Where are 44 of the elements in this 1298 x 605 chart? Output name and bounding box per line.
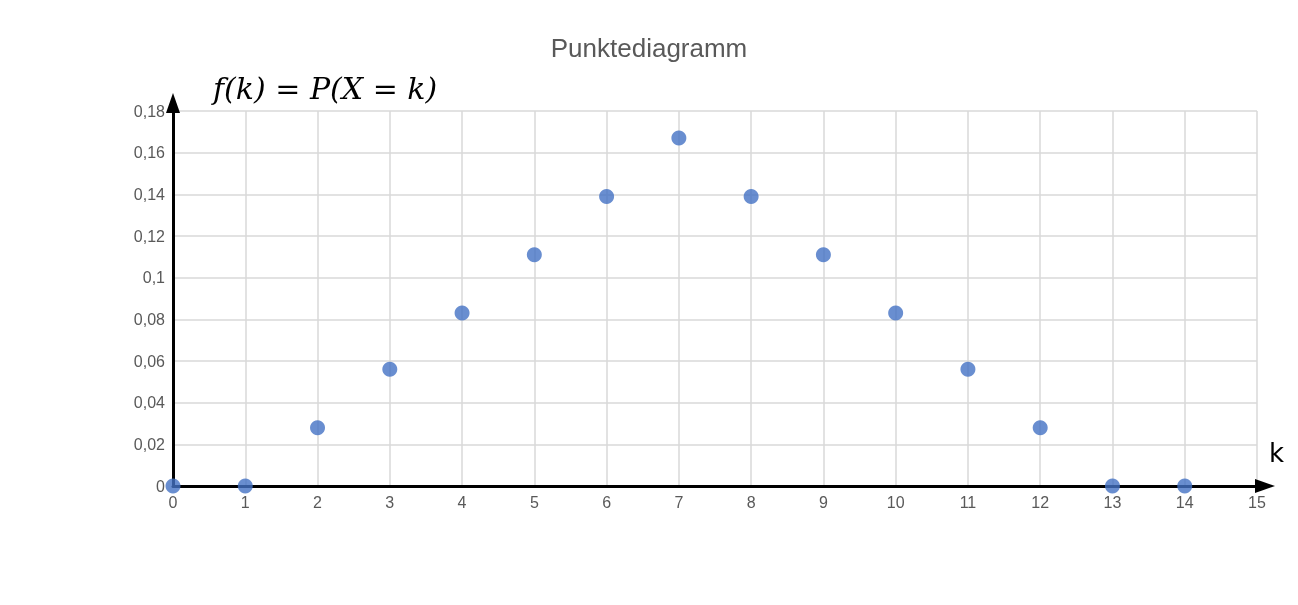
point [960, 361, 976, 377]
point [526, 247, 542, 263]
chart-title: Punktediagramm [550, 33, 748, 63]
point [599, 188, 615, 204]
y-tick-label: 0,06 [133, 352, 166, 370]
point [1104, 478, 1120, 494]
x-tick-label: 11 [959, 493, 977, 511]
point [454, 305, 470, 321]
point [671, 130, 687, 146]
x-tick-label: 6 [602, 493, 612, 511]
y-tick-label: 0,04 [133, 394, 166, 412]
x-tick-label: 4 [457, 493, 467, 511]
point [310, 420, 326, 436]
y-tick-label: 0 [156, 477, 166, 495]
x-tick-label: 14 [1175, 493, 1194, 511]
point [237, 478, 253, 494]
x-tick-label: 5 [529, 493, 539, 511]
point [815, 247, 831, 263]
x-tick-label: 13 [1103, 493, 1122, 511]
point [382, 361, 398, 377]
y-tick-label: 0,12 [133, 227, 166, 245]
x-tick-label: 3 [385, 493, 395, 511]
point [1177, 478, 1193, 494]
x-tick-label: 15 [1248, 493, 1266, 511]
x-tick-label: 10 [886, 493, 905, 511]
x-tick-label: 1 [240, 493, 250, 511]
x-tick-label: 0 [168, 493, 178, 511]
x-tick-label: 7 [674, 493, 684, 511]
x-tick-label: 8 [746, 493, 756, 511]
x-tick-label: 12 [1031, 493, 1050, 511]
y-tick-label: 0,1 [142, 269, 166, 287]
x-tick-label: 9 [818, 493, 828, 511]
y-tick-label: 0,14 [133, 185, 166, 203]
point [743, 188, 759, 204]
point [888, 305, 904, 321]
y-tick-label: 0,08 [133, 310, 166, 328]
x-axis-title: k [1269, 438, 1285, 468]
y-tick-label: 0,16 [133, 144, 166, 162]
y-tick-label: 0,02 [133, 435, 166, 453]
x-tick-label: 2 [313, 493, 323, 511]
y-axis-title: f(k) = P(X = k) [211, 70, 438, 106]
point [1032, 420, 1048, 436]
y-tick-label: 0,18 [133, 102, 166, 120]
point [165, 478, 181, 494]
